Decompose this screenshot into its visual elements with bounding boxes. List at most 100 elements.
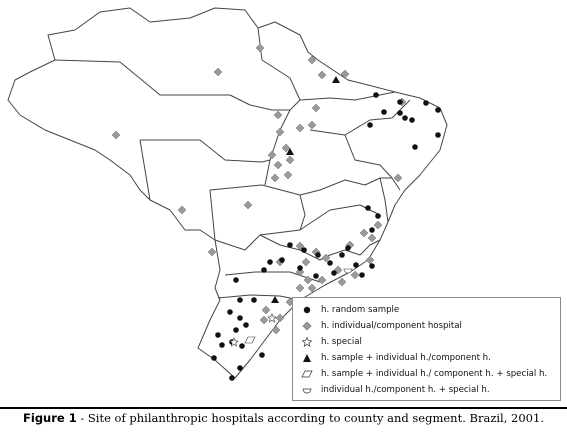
legend-label: h. sample + individual h./component h. bbox=[321, 352, 491, 363]
star-icon bbox=[301, 336, 313, 347]
legend-item-random-sample: h. random sample bbox=[301, 303, 399, 316]
marker-random-sample bbox=[409, 117, 415, 123]
border-mt bbox=[139, 139, 306, 231]
marker-individual-hospital bbox=[275, 127, 285, 137]
marker-random-sample bbox=[237, 297, 243, 303]
map-legend: h. random sample h. individual/component… bbox=[292, 297, 561, 401]
marker-random-sample bbox=[353, 262, 359, 268]
marker-individual-hospital bbox=[307, 120, 317, 130]
marker-individual-hospital bbox=[365, 255, 375, 265]
marker-individual-hospital bbox=[295, 283, 305, 293]
legend-label: h. sample + individual h./ component h. … bbox=[321, 368, 548, 379]
marker-random-sample bbox=[239, 343, 245, 349]
marker-random-sample bbox=[301, 247, 307, 253]
marker-random-sample bbox=[435, 107, 441, 113]
marker-individual-hospital bbox=[337, 277, 347, 287]
caption-text: - Site of philanthropic hospitals accord… bbox=[76, 411, 544, 425]
marker-random-sample bbox=[227, 309, 233, 315]
border-southeast bbox=[259, 234, 381, 261]
marker-random-sample bbox=[373, 92, 379, 98]
state-boundaries bbox=[7, 7, 448, 379]
hospital-markers bbox=[111, 43, 441, 381]
marker-sample-individual-special bbox=[244, 336, 256, 344]
half-circle-icon bbox=[302, 388, 312, 393]
marker-random-sample bbox=[369, 263, 375, 269]
marker-random-sample bbox=[412, 144, 418, 150]
border-north bbox=[54, 59, 290, 111]
marker-individual-hospital bbox=[275, 313, 285, 323]
marker-individual-hospital bbox=[259, 315, 269, 325]
marker-individual-hospital bbox=[340, 69, 350, 79]
marker-random-sample bbox=[297, 265, 303, 271]
marker-random-sample bbox=[423, 100, 429, 106]
marker-random-sample bbox=[251, 297, 257, 303]
figure-label: Figure 1 bbox=[23, 411, 77, 425]
marker-individual-hospital bbox=[270, 173, 280, 183]
marker-individual-hospital bbox=[267, 150, 277, 160]
border-bahia bbox=[299, 177, 392, 223]
legend-item-special: h. special bbox=[301, 335, 362, 348]
triangle-icon bbox=[303, 353, 311, 362]
marker-individual-hospital bbox=[213, 67, 223, 77]
marker-random-sample bbox=[261, 267, 267, 273]
marker-random-sample bbox=[339, 252, 345, 258]
marker-individual-hospital bbox=[303, 275, 313, 285]
marker-individual-hospital bbox=[111, 130, 121, 140]
legend-item-sample-individual-special: h. sample + individual h./ component h. … bbox=[301, 367, 547, 380]
marker-random-sample bbox=[402, 115, 408, 121]
marker-random-sample bbox=[397, 110, 403, 116]
legend-label: h. individual/component hospital bbox=[321, 320, 462, 331]
marker-random-sample bbox=[435, 132, 441, 138]
marker-individual-hospital bbox=[273, 110, 283, 120]
legend-label: h. special bbox=[321, 336, 362, 347]
marker-individual-hospital bbox=[311, 103, 321, 113]
marker-random-sample bbox=[315, 252, 321, 258]
marker-random-sample bbox=[365, 205, 371, 211]
marker-individual-hospital bbox=[307, 55, 317, 65]
marker-individual-hospital bbox=[350, 270, 360, 280]
legend-item-individual-hospital: h. individual/component hospital bbox=[301, 319, 462, 332]
marker-individual-hospital bbox=[283, 170, 293, 180]
marker-individual-hospital bbox=[359, 228, 369, 238]
marker-random-sample bbox=[237, 365, 243, 371]
marker-random-sample bbox=[345, 245, 351, 251]
marker-individual-hospital bbox=[307, 283, 317, 293]
marker-random-sample bbox=[369, 227, 375, 233]
marker-individual-hospital bbox=[273, 160, 283, 170]
marker-individual-hospital bbox=[317, 70, 327, 80]
marker-individual-hospital bbox=[321, 253, 331, 263]
marker-special bbox=[267, 313, 277, 323]
marker-individual-hospital bbox=[281, 143, 291, 153]
marker-random-sample bbox=[215, 332, 221, 338]
marker-individual-hospital bbox=[207, 247, 217, 257]
diamond-icon bbox=[302, 321, 312, 330]
figure-caption: Figure 1 - Site of philanthropic hospita… bbox=[0, 411, 567, 425]
marker-random-sample bbox=[233, 277, 239, 283]
marker-individual-hospital bbox=[177, 205, 187, 215]
marker-sample-individual bbox=[271, 296, 279, 303]
marker-individual-special bbox=[343, 268, 353, 274]
marker-individual-hospital bbox=[295, 267, 305, 277]
marker-random-sample bbox=[327, 260, 333, 266]
marker-random-sample bbox=[381, 109, 387, 115]
marker-random-sample bbox=[375, 213, 381, 219]
marker-random-sample bbox=[229, 375, 235, 381]
marker-individual-hospital bbox=[255, 43, 265, 53]
marker-individual-hospital bbox=[285, 155, 295, 165]
marker-individual-hospital bbox=[295, 123, 305, 133]
marker-sample-individual bbox=[286, 148, 294, 155]
border-center bbox=[140, 139, 271, 163]
border-south bbox=[217, 271, 321, 301]
marker-individual-hospital bbox=[373, 220, 383, 230]
marker-random-sample bbox=[331, 270, 337, 276]
legend-item-individual-special: individual h./component h. + special h. bbox=[301, 383, 490, 396]
marker-random-sample bbox=[287, 242, 293, 248]
marker-random-sample bbox=[359, 272, 365, 278]
marker-individual-hospital bbox=[261, 305, 271, 315]
marker-special bbox=[229, 337, 239, 347]
marker-random-sample bbox=[313, 273, 319, 279]
marker-sample-individual bbox=[332, 76, 340, 83]
marker-random-sample bbox=[267, 259, 273, 265]
border-ms bbox=[209, 189, 381, 251]
